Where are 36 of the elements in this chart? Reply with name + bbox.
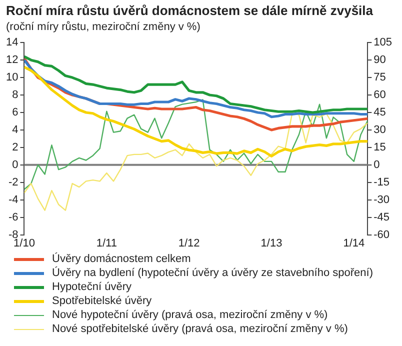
y-tick-label: 2 — [12, 141, 18, 154]
y2-tick-label: 45 — [374, 106, 386, 119]
legend-label: Nové spotřebitelské úvěry (pravá osa, meziroční změny v %) — [52, 323, 348, 335]
y-tick-label: 4 — [12, 124, 18, 136]
y-tick-label: 10 — [6, 72, 18, 84]
chart-title: Roční míra růstu úvěrů domácnostem se dále mírně zvyšila — [6, 3, 374, 18]
x-tick-label: 1/14 — [343, 237, 365, 250]
y2-tick-label: 15 — [374, 141, 386, 154]
y2-tick-label: 30 — [374, 124, 386, 136]
legend-label: Úvěry na bydlení (hypoteční úvěry a úvěry ze stavebního spoření) — [52, 267, 374, 279]
y2-tick-label: 75 — [374, 72, 386, 84]
y2-tick-label: -60 — [374, 228, 390, 241]
x-tick-label: 1/13 — [260, 237, 282, 250]
y-tick-label: -4 — [8, 194, 18, 206]
legend-label: Hypoteční úvěry — [52, 281, 132, 293]
chart-subtitle: (roční míry růstu, meziroční změny v %) — [6, 21, 200, 33]
y2-tick-label: 90 — [374, 54, 386, 66]
y-tick-label: -6 — [8, 211, 18, 224]
y-tick-label: 12 — [6, 54, 18, 66]
legend-label: Úvěry domácnostem celkem — [52, 253, 191, 265]
x-tick-label: 1/10 — [14, 237, 35, 250]
x-tick-label: 1/11 — [96, 237, 117, 250]
y2-tick-label: 0 — [374, 158, 380, 171]
legend-label: Nové hypoteční úvěry (pravá osa, meziroční změny v %) — [52, 309, 328, 321]
y-tick-label: 14 — [6, 36, 18, 49]
y2-tick-label: 105 — [374, 36, 392, 49]
y-tick-label: -2 — [8, 176, 18, 188]
y2-tick-label: -15 — [374, 176, 390, 188]
y-tick-label: 8 — [12, 89, 18, 102]
y2-tick-label: 60 — [374, 89, 386, 102]
legend-label: Spotřebitelské úvěry — [52, 295, 152, 307]
y2-tick-label: -45 — [374, 211, 390, 224]
y2-tick-label: -30 — [374, 194, 390, 206]
y-tick-label: 0 — [12, 158, 18, 171]
x-tick-label: 1/12 — [178, 237, 200, 250]
y-tick-label: 6 — [12, 106, 18, 119]
